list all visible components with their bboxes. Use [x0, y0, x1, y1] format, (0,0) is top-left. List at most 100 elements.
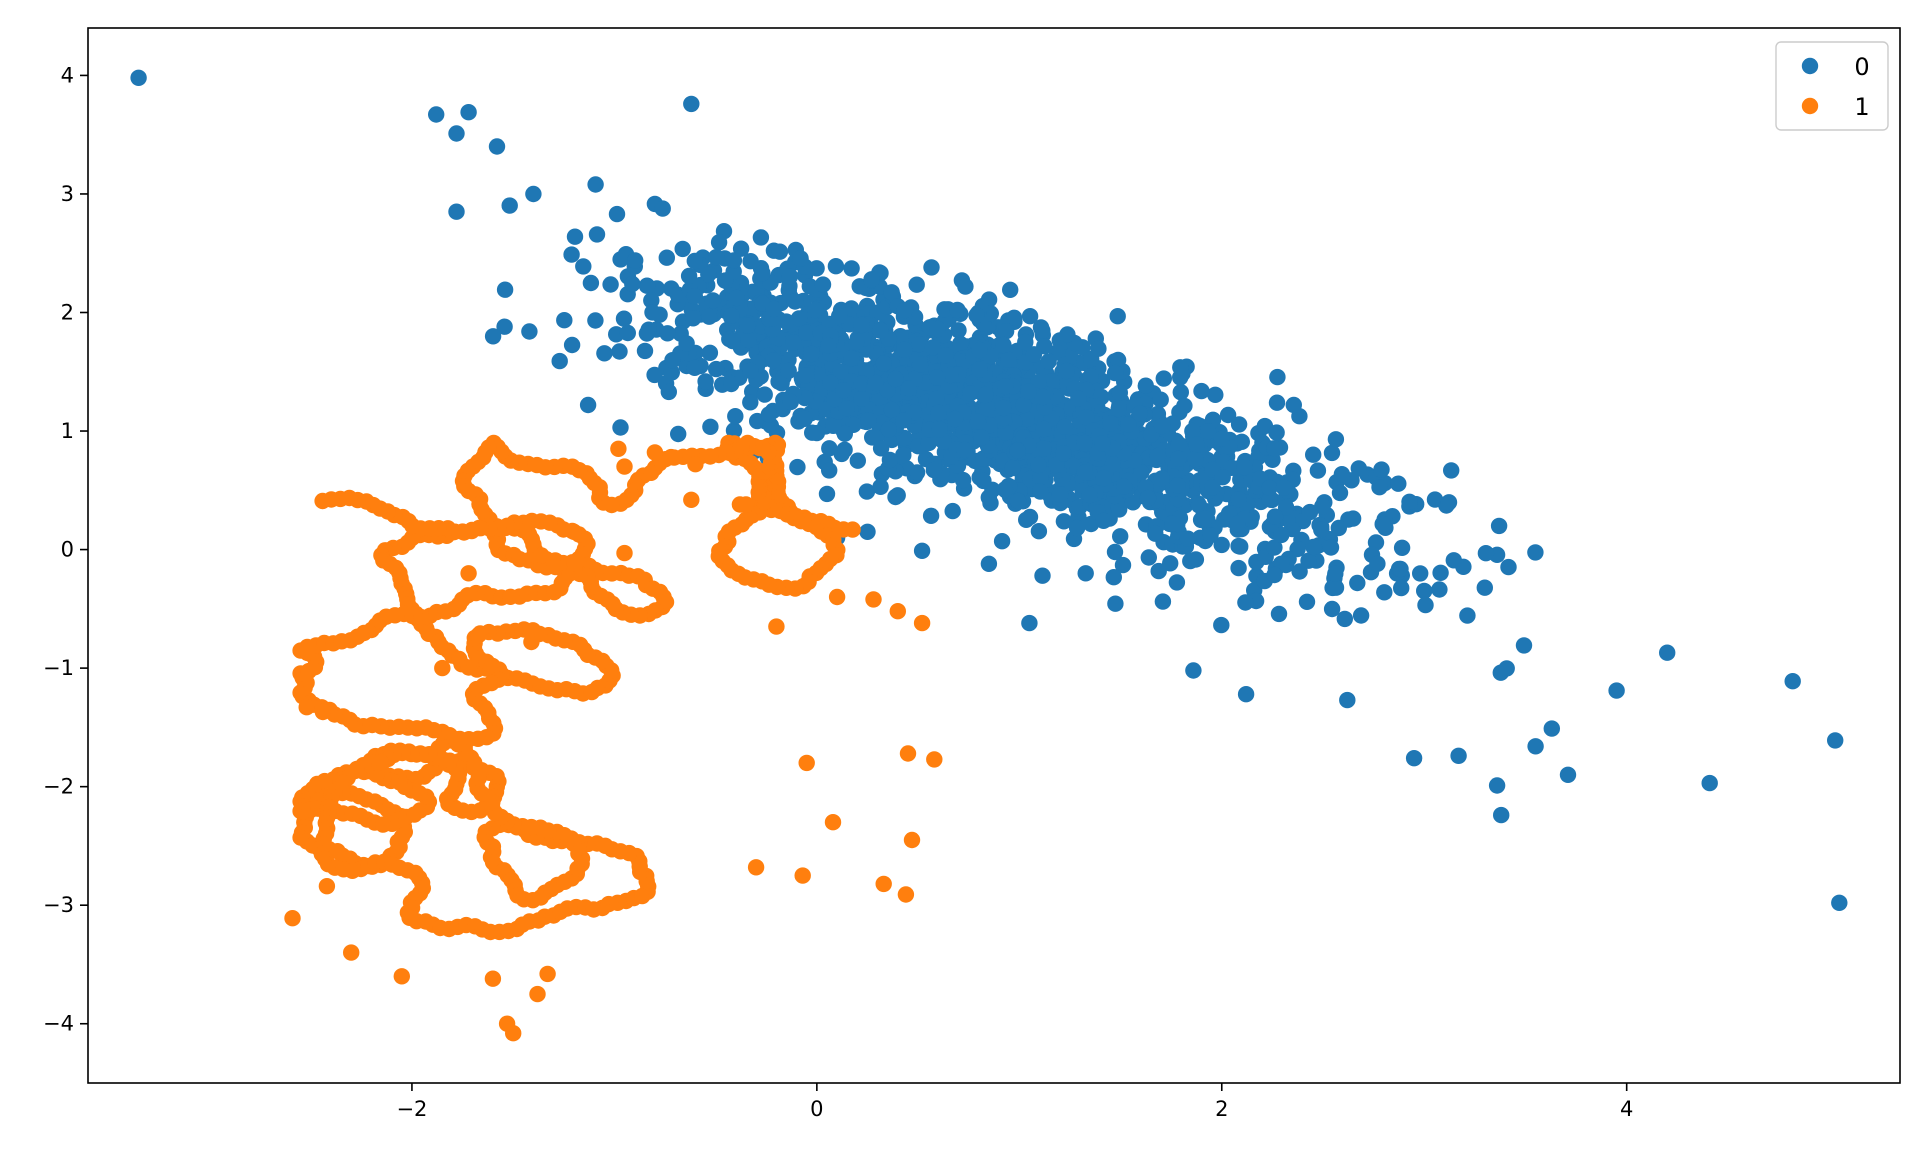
point-series-0: [725, 422, 743, 439]
point-series-0: [1002, 281, 1019, 298]
point-series-0: [484, 328, 502, 345]
point-series-0: [911, 336, 928, 353]
point-series-0: [896, 301, 914, 319]
point-series-0: [596, 345, 613, 362]
point-series-0: [786, 293, 804, 310]
point-series-0: [942, 366, 959, 384]
point-series-0: [1110, 400, 1127, 418]
point-series-0: [1369, 555, 1386, 572]
point-series-0: [780, 362, 797, 379]
point-series-0: [663, 364, 680, 381]
point-series-0: [1393, 579, 1410, 597]
point-series-0: [1153, 470, 1171, 487]
point-series-0: [658, 249, 675, 266]
point-series-0: [1371, 479, 1388, 496]
point-series-0: [1831, 894, 1848, 911]
legend-label-1: 1: [1854, 93, 1869, 121]
point-series-0: [710, 234, 728, 251]
point-series-0: [814, 276, 832, 293]
point-series-0: [977, 386, 994, 404]
point-series-0: [1305, 446, 1322, 463]
point-series-0: [771, 243, 789, 260]
point-series-0: [1196, 510, 1214, 527]
legend: 01: [1775, 41, 1889, 131]
point-series-0: [739, 317, 756, 334]
point-series-1: [662, 448, 680, 466]
point-series-1: [683, 491, 700, 508]
point-series-1: [484, 970, 502, 987]
point-series-0: [1076, 464, 1094, 481]
point-series-0: [1199, 423, 1217, 440]
point-series-0: [1313, 521, 1330, 538]
point-series-0: [1323, 600, 1341, 618]
point-series-0: [556, 312, 573, 329]
point-series-0: [950, 322, 967, 339]
point-series-0: [995, 336, 1012, 354]
point-series-0: [1095, 512, 1112, 529]
point-series-0: [765, 352, 782, 369]
point-series-0: [1327, 565, 1344, 582]
point-series-0: [1077, 409, 1095, 426]
point-series-0: [587, 312, 604, 329]
y-tick-label: 3: [61, 182, 74, 206]
point-series-1: [768, 618, 785, 635]
point-series-0: [697, 373, 714, 390]
point-series-0: [1107, 595, 1124, 612]
point-series-0: [1827, 732, 1844, 749]
point-series-0: [997, 323, 1015, 340]
point-series-0: [1374, 515, 1391, 533]
point-series-0: [872, 322, 889, 339]
point-series-0: [612, 419, 629, 436]
point-series-0: [863, 271, 880, 288]
point-series-0: [670, 425, 687, 443]
point-series-0: [1168, 574, 1186, 591]
point-series-0: [727, 408, 744, 425]
point-series-1: [865, 591, 882, 608]
point-series-0: [1608, 682, 1625, 699]
point-series-0: [1219, 406, 1237, 424]
point-series-0: [1032, 469, 1049, 486]
point-series-1: [318, 878, 336, 895]
point-series-0: [654, 200, 671, 217]
point-series-0: [785, 334, 802, 351]
point-series-0: [701, 344, 719, 361]
point-series-0: [881, 451, 899, 469]
point-series-0: [1114, 556, 1132, 574]
point-series-0: [880, 421, 897, 438]
point-series-0: [1213, 430, 1231, 447]
point-series-0: [1169, 477, 1186, 494]
point-series-0: [928, 369, 946, 386]
point-series-0: [1106, 543, 1124, 561]
point-series-0: [868, 427, 885, 445]
point-series-1: [314, 492, 331, 510]
x-tick-label: 0: [810, 1097, 823, 1121]
point-series-0: [971, 361, 988, 378]
point-series-0: [911, 356, 929, 373]
point-series-0: [1111, 384, 1129, 401]
point-series-0: [566, 228, 584, 245]
point-series-0: [1124, 494, 1142, 511]
point-series-0: [1185, 662, 1202, 679]
point-series-0: [1266, 566, 1283, 584]
legend-box: [1775, 41, 1889, 131]
point-series-0: [525, 185, 542, 203]
point-series-1: [505, 1025, 522, 1042]
point-series-0: [1094, 435, 1111, 452]
point-series-0: [1405, 750, 1423, 767]
point-series-0: [1020, 383, 1037, 400]
point-series-0: [1109, 351, 1127, 369]
point-series-0: [1291, 563, 1308, 580]
point-series-0: [1213, 536, 1230, 554]
point-series-0: [1476, 579, 1494, 596]
point-series-0: [1004, 459, 1021, 477]
point-series-0: [789, 458, 806, 476]
point-series-0: [949, 301, 966, 319]
point-series-0: [1162, 555, 1179, 572]
point-series-0: [643, 292, 660, 309]
point-series-0: [1261, 491, 1279, 508]
point-series-0: [1275, 479, 1293, 496]
plot-frame: [87, 27, 1901, 1084]
point-series-0: [608, 205, 626, 223]
